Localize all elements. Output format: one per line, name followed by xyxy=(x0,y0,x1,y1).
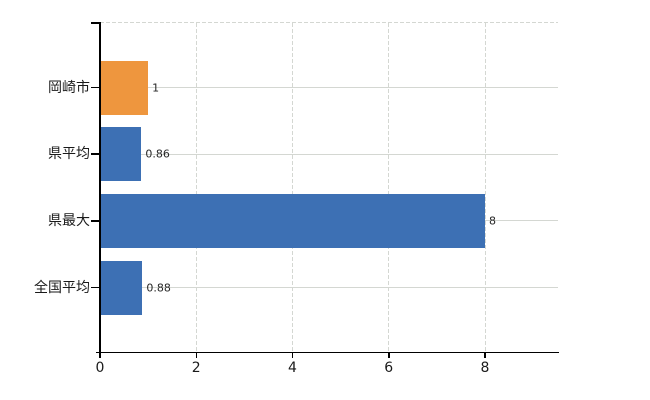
x-tick xyxy=(484,352,486,358)
vertical-gridline xyxy=(195,23,197,352)
y-axis-line xyxy=(99,22,101,352)
category-tick xyxy=(91,220,99,222)
vertical-gridline xyxy=(292,23,293,352)
category-tick xyxy=(91,286,99,289)
x-tick xyxy=(195,352,197,358)
y-axis-top-tick xyxy=(91,22,99,24)
bar-value-label: 1 xyxy=(152,81,160,94)
category-tick xyxy=(91,153,99,155)
x-tick-label: 0 xyxy=(95,360,105,376)
bar-value-label: 0.86 xyxy=(145,147,170,161)
bar xyxy=(100,127,142,182)
category-label: 県最大 xyxy=(48,212,90,229)
category-label: 県平均 xyxy=(48,146,90,163)
bar xyxy=(100,60,149,115)
x-axis-line xyxy=(96,351,559,353)
vertical-gridline xyxy=(484,23,486,352)
x-tick-label: 6 xyxy=(384,360,394,376)
x-tick-label: 4 xyxy=(288,360,297,376)
bar xyxy=(100,193,485,248)
x-tick xyxy=(291,352,294,358)
vertical-gridline xyxy=(388,23,390,352)
x-tick xyxy=(99,352,101,358)
horizontal-gridline xyxy=(100,153,558,155)
horizontal-gridline xyxy=(100,87,558,88)
category-tick xyxy=(91,86,99,89)
horizontal-gridline xyxy=(100,287,558,288)
plot-area: 1 0.86 8 0.88 xyxy=(100,22,558,352)
x-tick-label: 2 xyxy=(191,360,201,376)
bar xyxy=(100,260,143,315)
plot-top-border xyxy=(100,22,558,23)
category-label: 全国平均 xyxy=(34,279,90,296)
x-tick-label: 8 xyxy=(480,360,490,376)
bar-value-label: 0.88 xyxy=(146,281,171,294)
x-tick xyxy=(388,352,390,358)
bar-value-label: 8 xyxy=(489,214,496,228)
category-label: 岡崎市 xyxy=(48,79,90,96)
